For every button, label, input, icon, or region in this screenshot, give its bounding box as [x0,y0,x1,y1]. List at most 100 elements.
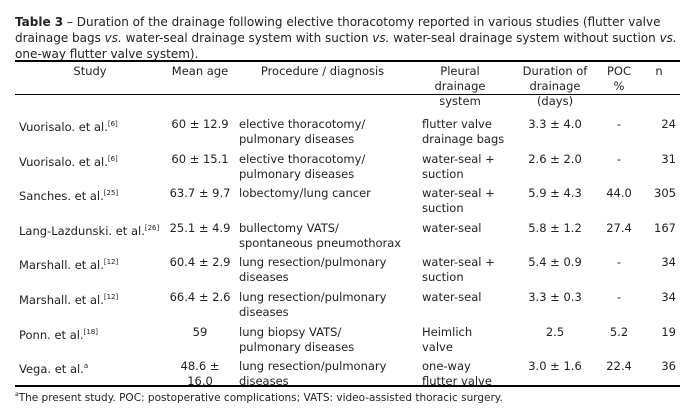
study-cell: Vuorisalo. et al.[6] [15,111,165,152]
col-header-duration: Duration of drainage (days) [522,64,588,108]
duration-cell: 3.3 ± 0.3 [528,289,582,304]
study-name: Vuorisalo. et al. [19,154,108,169]
col-header-drainage-system: Pleural drainage system [434,64,486,108]
mean-age-cell: 60.4 ± 2.9 [169,255,231,270]
procedure-cell: lung resection/pulmonary diseases [239,255,387,285]
study-name: Lang-Lazdunski. et al. [19,223,145,238]
footnote-mark: a [15,391,19,398]
procedure-cell: bullectomy VATS/ spontaneous pneumothora… [239,220,402,250]
reference-mark: [6] [107,120,118,128]
duration-cell: 5.8 ± 1.2 [528,220,582,235]
drainage-system-cell: water-seal + suction [422,255,495,285]
duration-cell: 5.4 ± 0.9 [528,255,582,270]
procedure-cell: lung resection/pulmonary diseases [239,289,387,319]
reference-mark: [26] [144,223,160,232]
caption-vs: vs. [372,31,390,45]
table-row: Marshall. et al.[12] 66.4 ± 2.6 lung resec… [15,290,680,325]
study-cell: Marshall. et al.[12] [15,255,165,290]
poc-cell: - [616,255,622,270]
n-cell: 34 [661,255,676,270]
n-cell: 34 [661,289,676,304]
caption-text: one-way flutter valve system). [15,47,199,61]
study-name: Vega. et al. [19,362,84,377]
drainage-system-cell: Heimlich valve [422,324,473,354]
duration-cell: 2.5 [545,324,565,339]
caption-vs: vs. [104,31,122,45]
n-cell: 36 [661,359,676,374]
drainage-system-cell: water-seal + suction [422,186,495,216]
procedure-cell: lung biopsy VATS/ pulmonary diseases [239,324,355,354]
study-name: Marshall. et al. [19,292,104,307]
col-header-study: Study [73,64,107,78]
mean-age-cell: 25.1 ± 4.9 [169,220,231,235]
table-row: Vuorisalo. et al.[6] 60 ± 12.9 elective th… [15,111,680,152]
study-cell: Ponn. et al.[18] [15,325,165,360]
reference-mark: [25] [103,189,119,198]
mean-age-cell: 60 ± 15.1 [171,151,229,166]
poc-cell: 27.4 [606,220,632,235]
study-cell: Vuorisalo. et al.[6] [15,152,165,187]
table-row: Vega. et al.a 48.6 ± 16.0 lung resection/p… [15,359,680,394]
col-header-n: n [655,64,663,78]
poc-cell: - [616,117,622,131]
table-row: Lang-Lazdunski. et al.[26] 25.1 ± 4.9 bull… [15,221,680,256]
drainage-system-cell: one-way flutter valve [422,359,492,389]
n-cell: 167 [654,220,676,235]
procedure-cell: elective thoracotomy/ pulmonary diseases [239,151,366,181]
poc-cell: 22.4 [606,359,632,374]
table-row: Ponn. et al.[18] 59 lung biopsy VATS/ pulm… [15,325,680,360]
drainage-system-cell: water-seal [422,289,482,304]
study-name: Sanches. et al. [19,189,104,204]
mean-age-cell: 59 [192,324,208,339]
footnote-text: The present study. POC: postoperative co… [18,392,503,404]
footnote: aThe present study. POC: postoperative c… [15,391,503,404]
study-name: Marshall. et al. [19,258,104,273]
caption-dash: – [63,15,77,29]
duration-cell: 2.6 ± 2.0 [528,151,582,166]
study-name: Ponn. et al. [19,327,84,342]
procedure-cell: lobectomy/lung cancer [239,186,371,201]
poc-cell: 44.0 [606,186,632,201]
caption-text: water-seal drainage system with suction [121,31,373,45]
procedure-cell: lung resection/pulmonary diseases [239,359,387,389]
header-rule [15,94,680,95]
table-row: Marshall. et al.[12] 60.4 ± 2.9 lung resec… [15,255,680,290]
duration-cell: 5.9 ± 4.3 [528,186,582,201]
mean-age-cell: 66.4 ± 2.6 [169,289,231,304]
duration-cell: 3.0 ± 1.6 [528,359,582,374]
studies-table: Study Mean age Procedure / diagnosis Ple… [15,62,680,394]
study-cell: Vega. et al.a [15,359,165,394]
n-cell: 31 [661,151,676,166]
caption-vs: vs. [659,31,677,45]
caption-text: water-seal drainage system without sucti… [389,31,660,45]
table-row: Vuorisalo. et al.[6] 60 ± 15.1 elective th… [15,152,680,187]
reference-mark: a [83,362,89,371]
reference-mark: [12] [103,292,119,301]
study-cell: Marshall. et al.[12] [15,290,165,325]
drainage-system-cell: water-seal [422,220,482,235]
reference-mark: [18] [83,327,98,336]
table-label: Table 3 [15,15,64,29]
n-cell: 305 [654,186,676,201]
col-header-procedure: Procedure / diagnosis [260,64,385,78]
n-cell: 24 [661,117,676,131]
top-rule [15,60,680,62]
mean-age-cell: 60 ± 12.9 [171,117,229,131]
duration-cell: 3.3 ± 4.0 [528,117,582,131]
col-header-poc: POC % [606,64,632,93]
procedure-cell: elective thoracotomy/ pulmonary diseases [239,117,366,146]
mean-age-cell: 63.7 ± 9.7 [169,186,231,201]
bottom-rule [15,385,680,387]
poc-cell: - [616,289,622,304]
study-name: Vuorisalo. et al. [19,120,108,134]
mean-age-cell: 48.6 ± 16.0 [180,359,220,389]
drainage-system-cell: flutter valve drainage bags [422,117,505,146]
table-caption: Table 3 – Duration of the drainage follo… [15,14,680,62]
reference-mark: [12] [103,258,119,267]
table-row: Sanches. et al.[25] 63.7 ± 9.7 lobectomy/l… [15,186,680,221]
col-header-mean-age: Mean age [171,64,229,78]
caption-text: Duration of the drainage following elect… [15,15,661,45]
reference-mark: [6] [107,154,118,163]
poc-cell: - [616,151,622,166]
n-cell: 19 [661,324,676,339]
